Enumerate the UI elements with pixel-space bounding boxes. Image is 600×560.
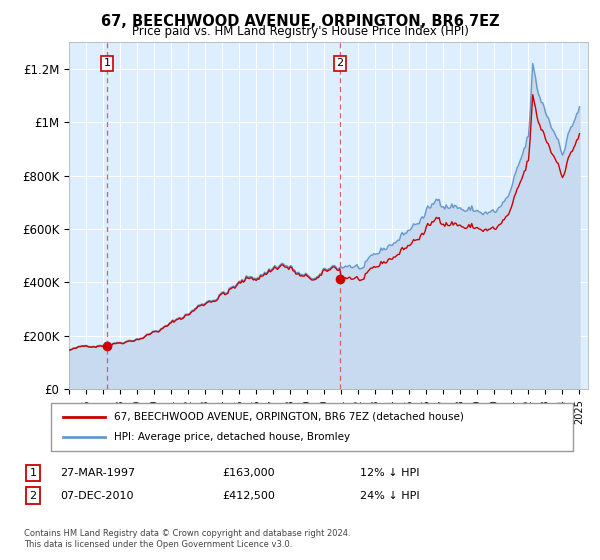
- Text: 24% ↓ HPI: 24% ↓ HPI: [360, 491, 419, 501]
- Text: £412,500: £412,500: [222, 491, 275, 501]
- Text: Contains HM Land Registry data © Crown copyright and database right 2024.
This d: Contains HM Land Registry data © Crown c…: [24, 529, 350, 549]
- Text: £163,000: £163,000: [222, 468, 275, 478]
- Text: 27-MAR-1997: 27-MAR-1997: [60, 468, 135, 478]
- Text: Price paid vs. HM Land Registry's House Price Index (HPI): Price paid vs. HM Land Registry's House …: [131, 25, 469, 38]
- Text: 67, BEECHWOOD AVENUE, ORPINGTON, BR6 7EZ (detached house): 67, BEECHWOOD AVENUE, ORPINGTON, BR6 7EZ…: [114, 412, 464, 422]
- Text: HPI: Average price, detached house, Bromley: HPI: Average price, detached house, Brom…: [114, 432, 350, 442]
- Text: 1: 1: [29, 468, 37, 478]
- Text: 07-DEC-2010: 07-DEC-2010: [60, 491, 133, 501]
- Text: 1: 1: [103, 58, 110, 68]
- Text: 12% ↓ HPI: 12% ↓ HPI: [360, 468, 419, 478]
- Text: 2: 2: [337, 58, 343, 68]
- Text: 67, BEECHWOOD AVENUE, ORPINGTON, BR6 7EZ: 67, BEECHWOOD AVENUE, ORPINGTON, BR6 7EZ: [101, 14, 499, 29]
- Text: 2: 2: [29, 491, 37, 501]
